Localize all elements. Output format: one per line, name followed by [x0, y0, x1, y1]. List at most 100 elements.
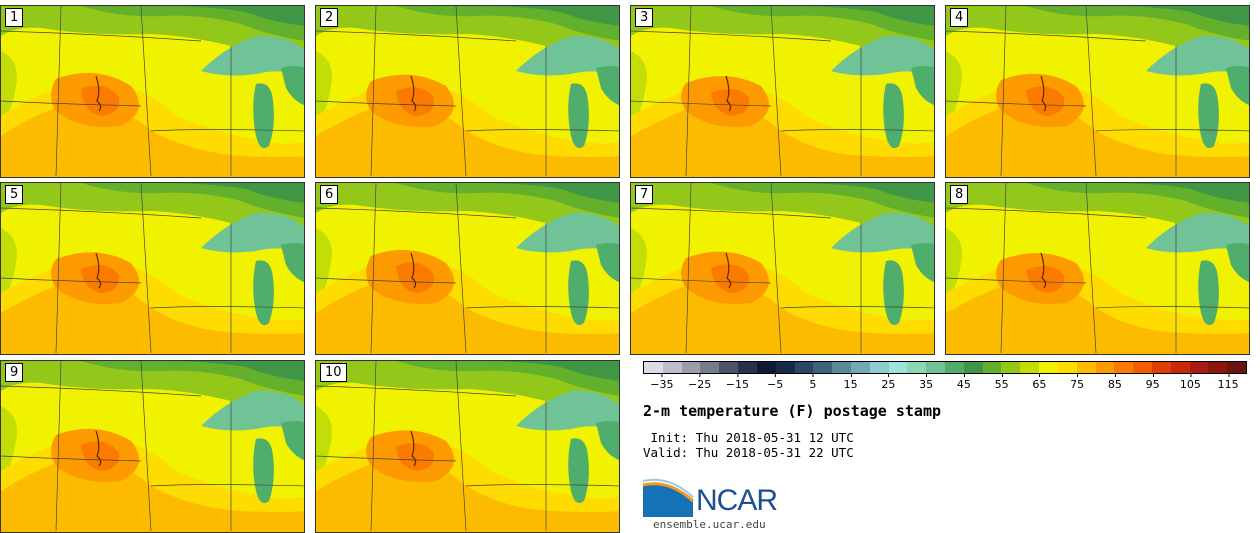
- colorbar-swatch: [1170, 362, 1190, 373]
- colorbar-swatch: [945, 362, 964, 373]
- lake-huron: [281, 66, 304, 106]
- northern-cool: [161, 183, 304, 203]
- temperature-map: [631, 6, 934, 177]
- northern-shade: [81, 183, 304, 218]
- colorbar-swatch: [662, 362, 682, 373]
- member-label: 10: [320, 363, 347, 382]
- northern-cool: [476, 361, 619, 381]
- northern-cool: [1106, 6, 1249, 26]
- init-time: Init: Thu 2018-05-31 12 UTC: [643, 430, 854, 445]
- colorbar-swatch: [1133, 362, 1152, 373]
- member-label: 9: [5, 363, 24, 382]
- member-panel-7[interactable]: 7: [630, 182, 935, 355]
- northern-cool: [161, 361, 304, 381]
- northern-shade: [396, 183, 619, 218]
- temperature-map: [1, 6, 304, 177]
- northern-cool: [791, 6, 934, 26]
- lake-michigan: [568, 83, 589, 149]
- lake-huron: [596, 66, 619, 106]
- state-borders: [1, 6, 304, 177]
- lake-superior: [831, 212, 934, 253]
- colorbar-swatch: [869, 362, 889, 373]
- member-panel-5[interactable]: 5: [0, 182, 305, 355]
- colorbar-swatch: [1151, 362, 1171, 373]
- lake-huron: [281, 421, 304, 461]
- colorbar-tick: 85: [1107, 374, 1122, 391]
- temperature-map: [316, 6, 619, 177]
- member-panel-2[interactable]: 2: [315, 5, 620, 178]
- northern-cool: [476, 6, 619, 26]
- member-panel-6[interactable]: 6: [315, 182, 620, 355]
- river-feature: [95, 430, 102, 467]
- member-panel-4[interactable]: 4: [945, 5, 1250, 178]
- colorbar-swatch: [1001, 362, 1021, 373]
- product-title: 2-m temperature (F) postage stamp: [643, 402, 942, 420]
- lake-superior: [1146, 212, 1249, 253]
- colorbar-tick: 75: [1070, 374, 1085, 391]
- river-feature: [410, 75, 417, 112]
- plains-hottest: [81, 85, 120, 116]
- northern-shade: [711, 6, 934, 41]
- member-panel-3[interactable]: 3: [630, 5, 935, 178]
- lake-huron: [911, 66, 934, 106]
- river-feature: [410, 252, 417, 289]
- colorbar-tick: 65: [1032, 374, 1047, 391]
- colorbar-swatch: [1227, 362, 1246, 373]
- northern-shade: [711, 183, 934, 218]
- northern-shade: [396, 6, 619, 41]
- plains-hottest: [396, 443, 435, 471]
- western-highland: [1, 51, 17, 126]
- river-feature: [725, 75, 732, 112]
- member-label: 7: [635, 185, 654, 204]
- lake-huron: [281, 243, 304, 283]
- ensemble-url[interactable]: ensemble.ucar.edu: [653, 518, 766, 531]
- lake-superior: [516, 35, 619, 76]
- northern-shade: [1026, 6, 1249, 41]
- member-panel-1[interactable]: 1: [0, 5, 305, 178]
- member-panel-8[interactable]: 8: [945, 182, 1250, 355]
- lake-superior: [516, 390, 619, 431]
- lake-michigan: [883, 260, 904, 326]
- colorbar-tick: 55: [994, 374, 1009, 391]
- colorbar-swatch: [982, 362, 1002, 373]
- lake-superior: [201, 390, 304, 431]
- lake-michigan: [883, 83, 904, 149]
- colorbar-swatch: [1189, 362, 1209, 373]
- member-panel-9[interactable]: 9: [0, 360, 305, 533]
- colorbar-swatch: [888, 362, 908, 373]
- plains-hottest: [81, 441, 120, 471]
- colorbar-tick: 115: [1217, 374, 1239, 391]
- northern-cool: [1106, 183, 1249, 203]
- temperature-map: [1, 361, 304, 532]
- northern-cool: [161, 6, 304, 26]
- colorbar-swatch: [1057, 362, 1077, 373]
- lake-michigan: [568, 260, 589, 326]
- northern-shade: [81, 361, 304, 396]
- colorbar-swatch: [700, 362, 720, 373]
- northern-shade: [396, 361, 619, 396]
- colorbar-tick: 5: [809, 374, 817, 391]
- river-feature: [410, 430, 417, 467]
- member-label: 8: [950, 185, 969, 204]
- colorbar-tick: 105: [1179, 374, 1201, 391]
- colorbar-tick: 95: [1145, 374, 1160, 391]
- state-borders: [631, 6, 934, 177]
- western-highland: [1, 406, 17, 481]
- member-label: 1: [5, 8, 24, 27]
- colorbar-swatch: [1020, 362, 1040, 373]
- colorbar-swatch: [719, 362, 739, 373]
- western-highland: [631, 51, 647, 126]
- state-borders: [631, 183, 934, 354]
- colorbar-tick: 35: [919, 374, 934, 391]
- river-feature: [1040, 75, 1047, 112]
- lake-huron: [596, 421, 619, 461]
- colorbar-swatch: [775, 362, 795, 373]
- temperature-map: [946, 6, 1249, 177]
- river-feature: [95, 252, 102, 289]
- western-highland: [316, 51, 332, 126]
- member-panel-10[interactable]: 10: [315, 360, 620, 533]
- colorbar-swatch: [1076, 362, 1096, 373]
- colorbar-tick: −35: [650, 374, 674, 391]
- colorbar-swatch: [832, 362, 851, 373]
- temperature-map: [316, 183, 619, 354]
